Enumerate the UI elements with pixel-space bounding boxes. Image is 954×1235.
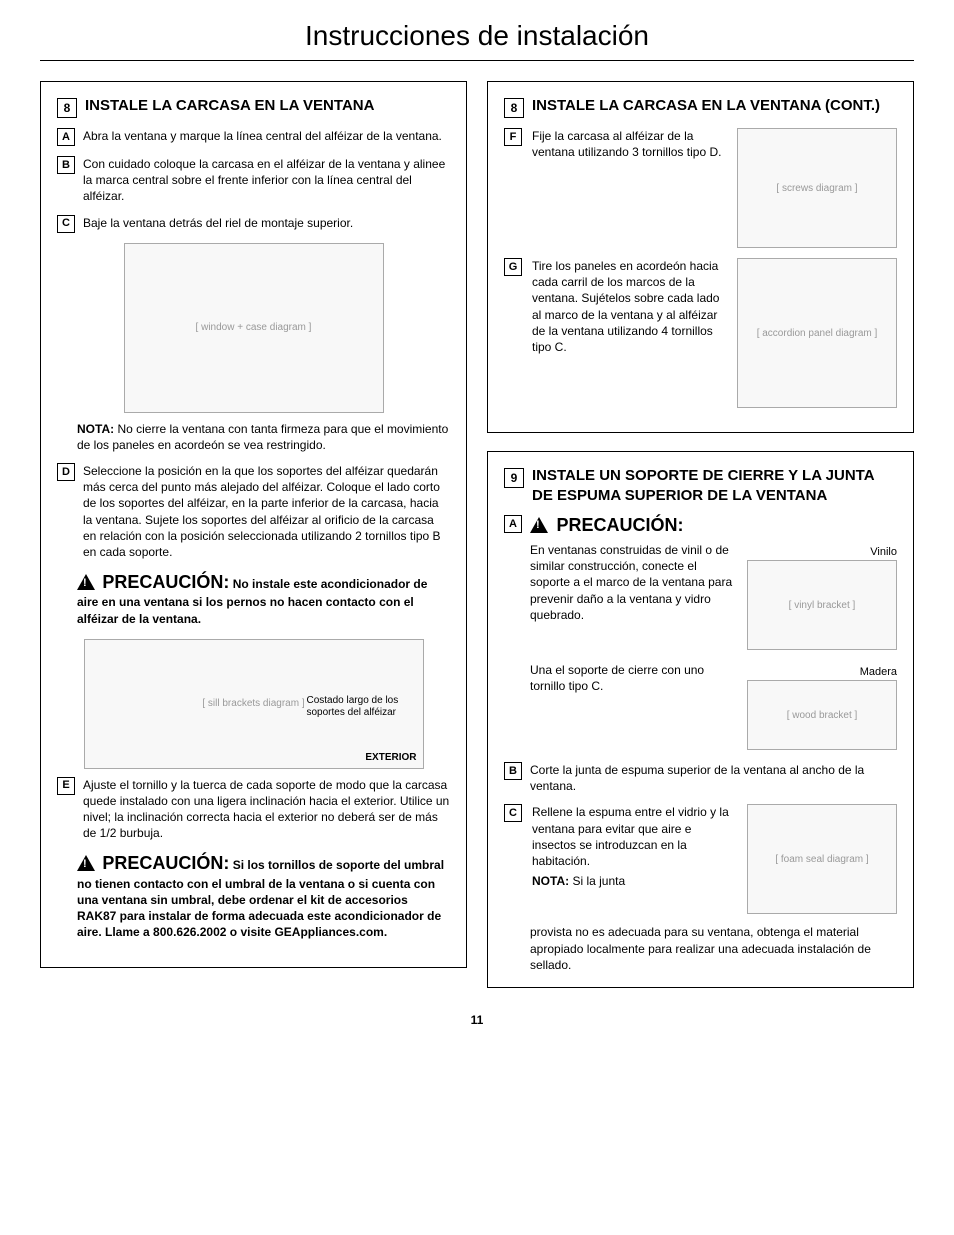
caution-9-heading: PRECAUCIÓN: [556,515,683,535]
note-9c-start: Si la junta [572,874,625,888]
substep-9B-label: B [504,762,522,780]
substep-E-text: Ajuste el tornillo y la tuerca de cada s… [83,777,450,842]
substep-C-label: C [57,215,75,233]
section-8: 8 INSTALE LA CARCASA EN LA VENTANA A Abr… [40,81,467,968]
substep-9A-text: En ventanas construidas de vinil o de si… [530,542,737,623]
substep-B-text: Con cuidado coloque la carcasa en el alf… [83,156,450,205]
section-8-cont: 8 INSTALE LA CARCASA EN LA VENTANA (CONT… [487,81,914,433]
page-number: 11 [40,1013,914,1027]
substep-A-label: A [57,128,75,146]
label-vinyl: Vinilo [747,546,897,558]
substep-D-text: Seleccione la posición en la que los sop… [83,463,450,560]
substep-A-text: Abra la ventana y marque la línea centra… [83,128,450,144]
right-column: 8 INSTALE LA CARCASA EN LA VENTANA (CONT… [487,81,914,988]
diagram-wood: [ wood bracket ] [747,680,897,750]
substep-9A-wood-text: Una el soporte de cierre con uno tornill… [530,662,737,694]
substep-G-label: G [504,258,522,276]
substep-B-label: B [57,156,75,174]
substep-F-label: F [504,128,522,146]
label-wood: Madera [747,666,897,678]
substep-C-text: Baje la ventana detrás del riel de monta… [83,215,450,231]
warning-icon [77,855,95,871]
step-number-8: 8 [57,98,77,118]
diagram-window-case: [ window + case diagram ] [124,243,384,413]
diagram-foam: [ foam seal diagram ] [747,804,897,914]
section-9: 9 INSTALE UN SOPORTE DE CIERRE Y LA JUNT… [487,451,914,988]
section-8c-title: INSTALE LA CARCASA EN LA VENTANA (CONT.) [532,96,880,116]
page-title: Instrucciones de instalación [40,20,914,61]
diagram-sill-brackets: [ sill brackets diagram ] Costado largo … [84,639,424,769]
substep-9B-text: Corte la junta de espuma superior de la … [530,762,897,794]
note-9c-cont: provista no es adecuada para su ventana,… [504,924,897,973]
warning-icon [530,517,548,533]
caution-1: PRECAUCIÓN: No instale este acondicionad… [57,570,450,627]
step-number-8c: 8 [504,98,524,118]
caution-2: PRECAUCIÓN: Si los tornillos de soporte … [57,851,450,940]
substep-G-text: Tire los paneles en acordeón hacia cada … [532,258,727,355]
substep-9C-label: C [504,804,522,822]
diagram-G: [ accordion panel diagram ] [737,258,897,408]
note-1: NOTA: No cierre la ventana con tanta fir… [57,421,450,453]
substep-E-label: E [57,777,75,795]
section-9-title: INSTALE UN SOPORTE DE CIERRE Y LA JUNTA … [532,466,897,505]
substep-F-text: Fije la carcasa al alféizar de la ventan… [532,128,727,160]
diagram-vinyl: [ vinyl bracket ] [747,560,897,650]
columns: 8 INSTALE LA CARCASA EN LA VENTANA A Abr… [40,81,914,988]
substep-9A-label: A [504,515,522,533]
section-8-title: INSTALE LA CARCASA EN LA VENTANA [85,96,374,116]
left-column: 8 INSTALE LA CARCASA EN LA VENTANA A Abr… [40,81,467,988]
substep-D-label: D [57,463,75,481]
substep-9C-text: Rellene la espuma entre el vidrio y la v… [532,804,737,889]
step-number-9: 9 [504,468,524,488]
warning-icon [77,574,95,590]
diagram-F: [ screws diagram ] [737,128,897,248]
